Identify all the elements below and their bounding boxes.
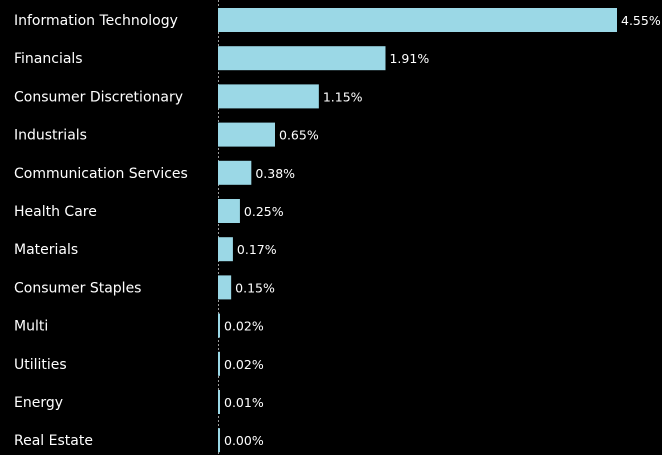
- bar: [218, 237, 233, 262]
- category-label: Communication Services: [14, 166, 188, 182]
- bar: [218, 84, 319, 109]
- value-label: 1.15%: [323, 89, 363, 104]
- bar: [218, 313, 220, 338]
- bar: [218, 275, 232, 300]
- bar: [218, 390, 220, 414]
- value-label: 0.00%: [224, 433, 264, 448]
- bar: [218, 428, 220, 453]
- category-label: Information Technology: [14, 13, 178, 29]
- category-label: Health Care: [14, 204, 97, 220]
- value-label: 0.38%: [255, 166, 295, 181]
- value-label: 0.17%: [237, 242, 277, 257]
- bar: [218, 199, 240, 223]
- category-label: Consumer Staples: [14, 280, 141, 296]
- value-label: 4.55%: [621, 13, 661, 28]
- category-label: Industrials: [14, 128, 87, 144]
- bars-layer: Information Technology 4.55% Financials 1.9…: [14, 8, 661, 453]
- bar: [218, 8, 617, 32]
- category-label: Multi: [14, 319, 48, 335]
- value-label: 0.15%: [235, 280, 275, 295]
- value-label: 0.02%: [224, 357, 264, 372]
- bar: [218, 351, 220, 376]
- category-label: Utilities: [14, 357, 67, 373]
- value-label: 1.91%: [389, 51, 429, 66]
- category-label: Consumer Discretionary: [14, 89, 183, 105]
- value-label: 0.01%: [224, 395, 264, 410]
- value-label: 0.02%: [224, 319, 264, 334]
- bar: [218, 122, 275, 147]
- category-label: Real Estate: [14, 433, 93, 449]
- category-label: Financials: [14, 51, 83, 67]
- category-label: Energy: [14, 395, 63, 411]
- value-label: 0.25%: [244, 204, 284, 219]
- value-label: 0.65%: [279, 128, 319, 143]
- bar: [218, 46, 386, 71]
- bar: [218, 160, 252, 185]
- category-label: Materials: [14, 242, 78, 258]
